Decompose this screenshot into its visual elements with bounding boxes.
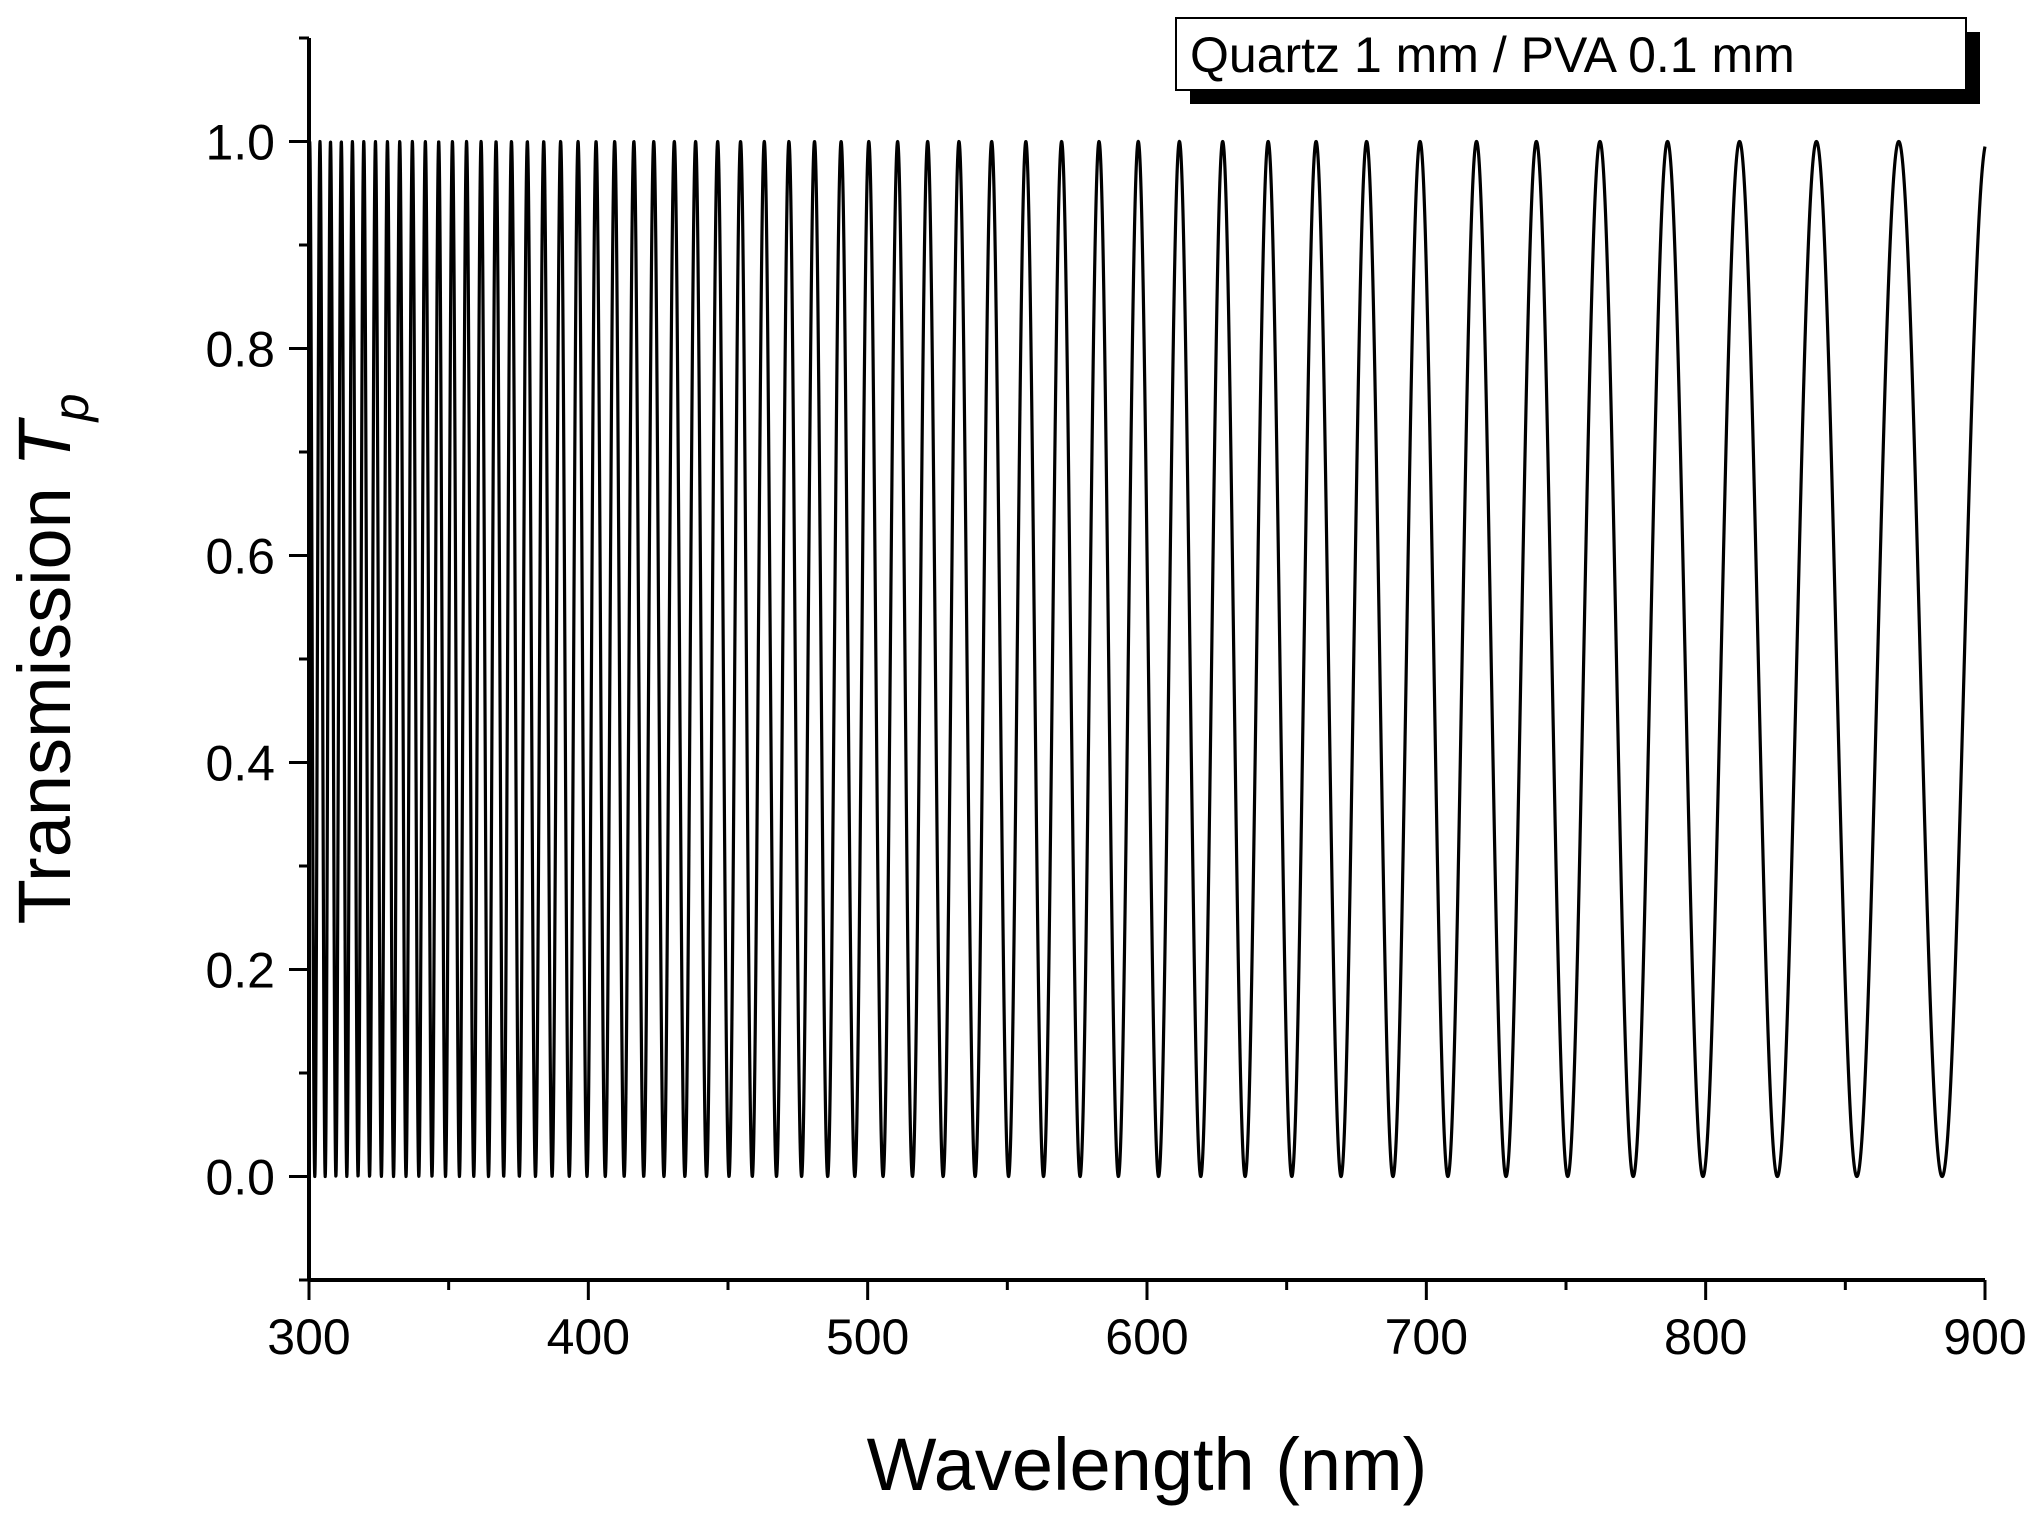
y-axis-title-main: Transmission [3,467,86,925]
x-tick-label: 400 [547,1309,630,1365]
y-tick-label: 0.4 [205,736,275,792]
y-tick-label: 0.2 [205,943,275,999]
x-tick-label: 800 [1664,1309,1747,1365]
axes: 300 400 500 600 700 800 900 0.0 0.2 0.4 0.6 0.8 1.0 [205,36,2027,1365]
x-tick-label: 700 [1385,1309,1468,1365]
legend-label: Quartz 1 mm / PVA 0.1 mm [1190,27,1795,83]
y-tick-label: 0.8 [205,322,275,378]
y-tick-label: 0.6 [205,529,275,585]
series-layer [307,139,1987,1179]
y-tick-label: 0.0 [205,1150,275,1206]
y-axis-title: Transmission Tp [3,394,99,925]
y-axis-title-symbol: T [3,417,86,467]
legend-box [1175,17,1967,91]
y-tick-label: 1.0 [205,115,275,171]
legend: Quartz 1 mm / PVA 0.1 mm [1175,17,1980,104]
x-axis-title: Wavelength (nm) [867,1423,1428,1506]
series-line [307,139,1987,1179]
y-axis-title-subscript: p [43,394,99,424]
x-tick-label: 900 [1943,1309,2026,1365]
x-tick-label: 500 [826,1309,909,1365]
x-tick-label: 300 [267,1309,350,1365]
x-tick-label: 600 [1105,1309,1188,1365]
